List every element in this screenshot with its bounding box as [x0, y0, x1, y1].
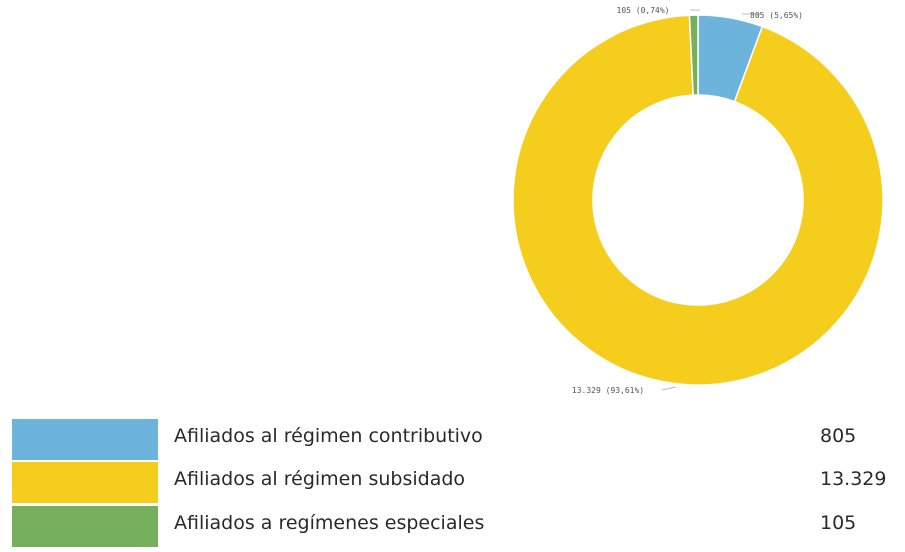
legend-row-especiales: Afiliados a regímenes especiales 105: [12, 506, 905, 547]
slice-labels: 805 (5,65%) 13.329 (93,61%) 105 (0,74%): [572, 6, 803, 395]
donut-slice-especiales: [688, 14, 699, 96]
legend-label-contributivo: Afiliados al régimen contributivo: [174, 425, 483, 447]
leader-line-subsidiado: [661, 386, 677, 391]
legend-swatch-especiales: [12, 506, 158, 547]
legend-label-subsidiado: Afiliados al régimen subsidado: [174, 468, 466, 490]
legend-value-subsidiado: 13.329: [820, 468, 887, 490]
donut-slices: [512, 14, 884, 386]
legend-value-contributivo: 805: [820, 425, 857, 447]
legend-swatch-contributivo: [12, 419, 158, 460]
donut-slice-subsidiado: [512, 14, 884, 386]
legend-label-especiales: Afiliados a regímenes especiales: [174, 512, 485, 534]
slice-label-subsidiado: 13.329 (93,61%): [572, 386, 644, 395]
legend-value-especiales: 105: [820, 512, 857, 534]
legend-row-subsidiado: Afiliados al régimen subsidado 13.329: [12, 462, 905, 503]
legend-swatch-subsidiado: [12, 462, 158, 503]
legend-row-contributivo: Afiliados al régimen contributivo 805: [12, 419, 905, 460]
slice-label-especiales: 105 (0,74%): [617, 6, 670, 15]
slice-label-contributivo: 805 (5,65%): [750, 11, 803, 20]
